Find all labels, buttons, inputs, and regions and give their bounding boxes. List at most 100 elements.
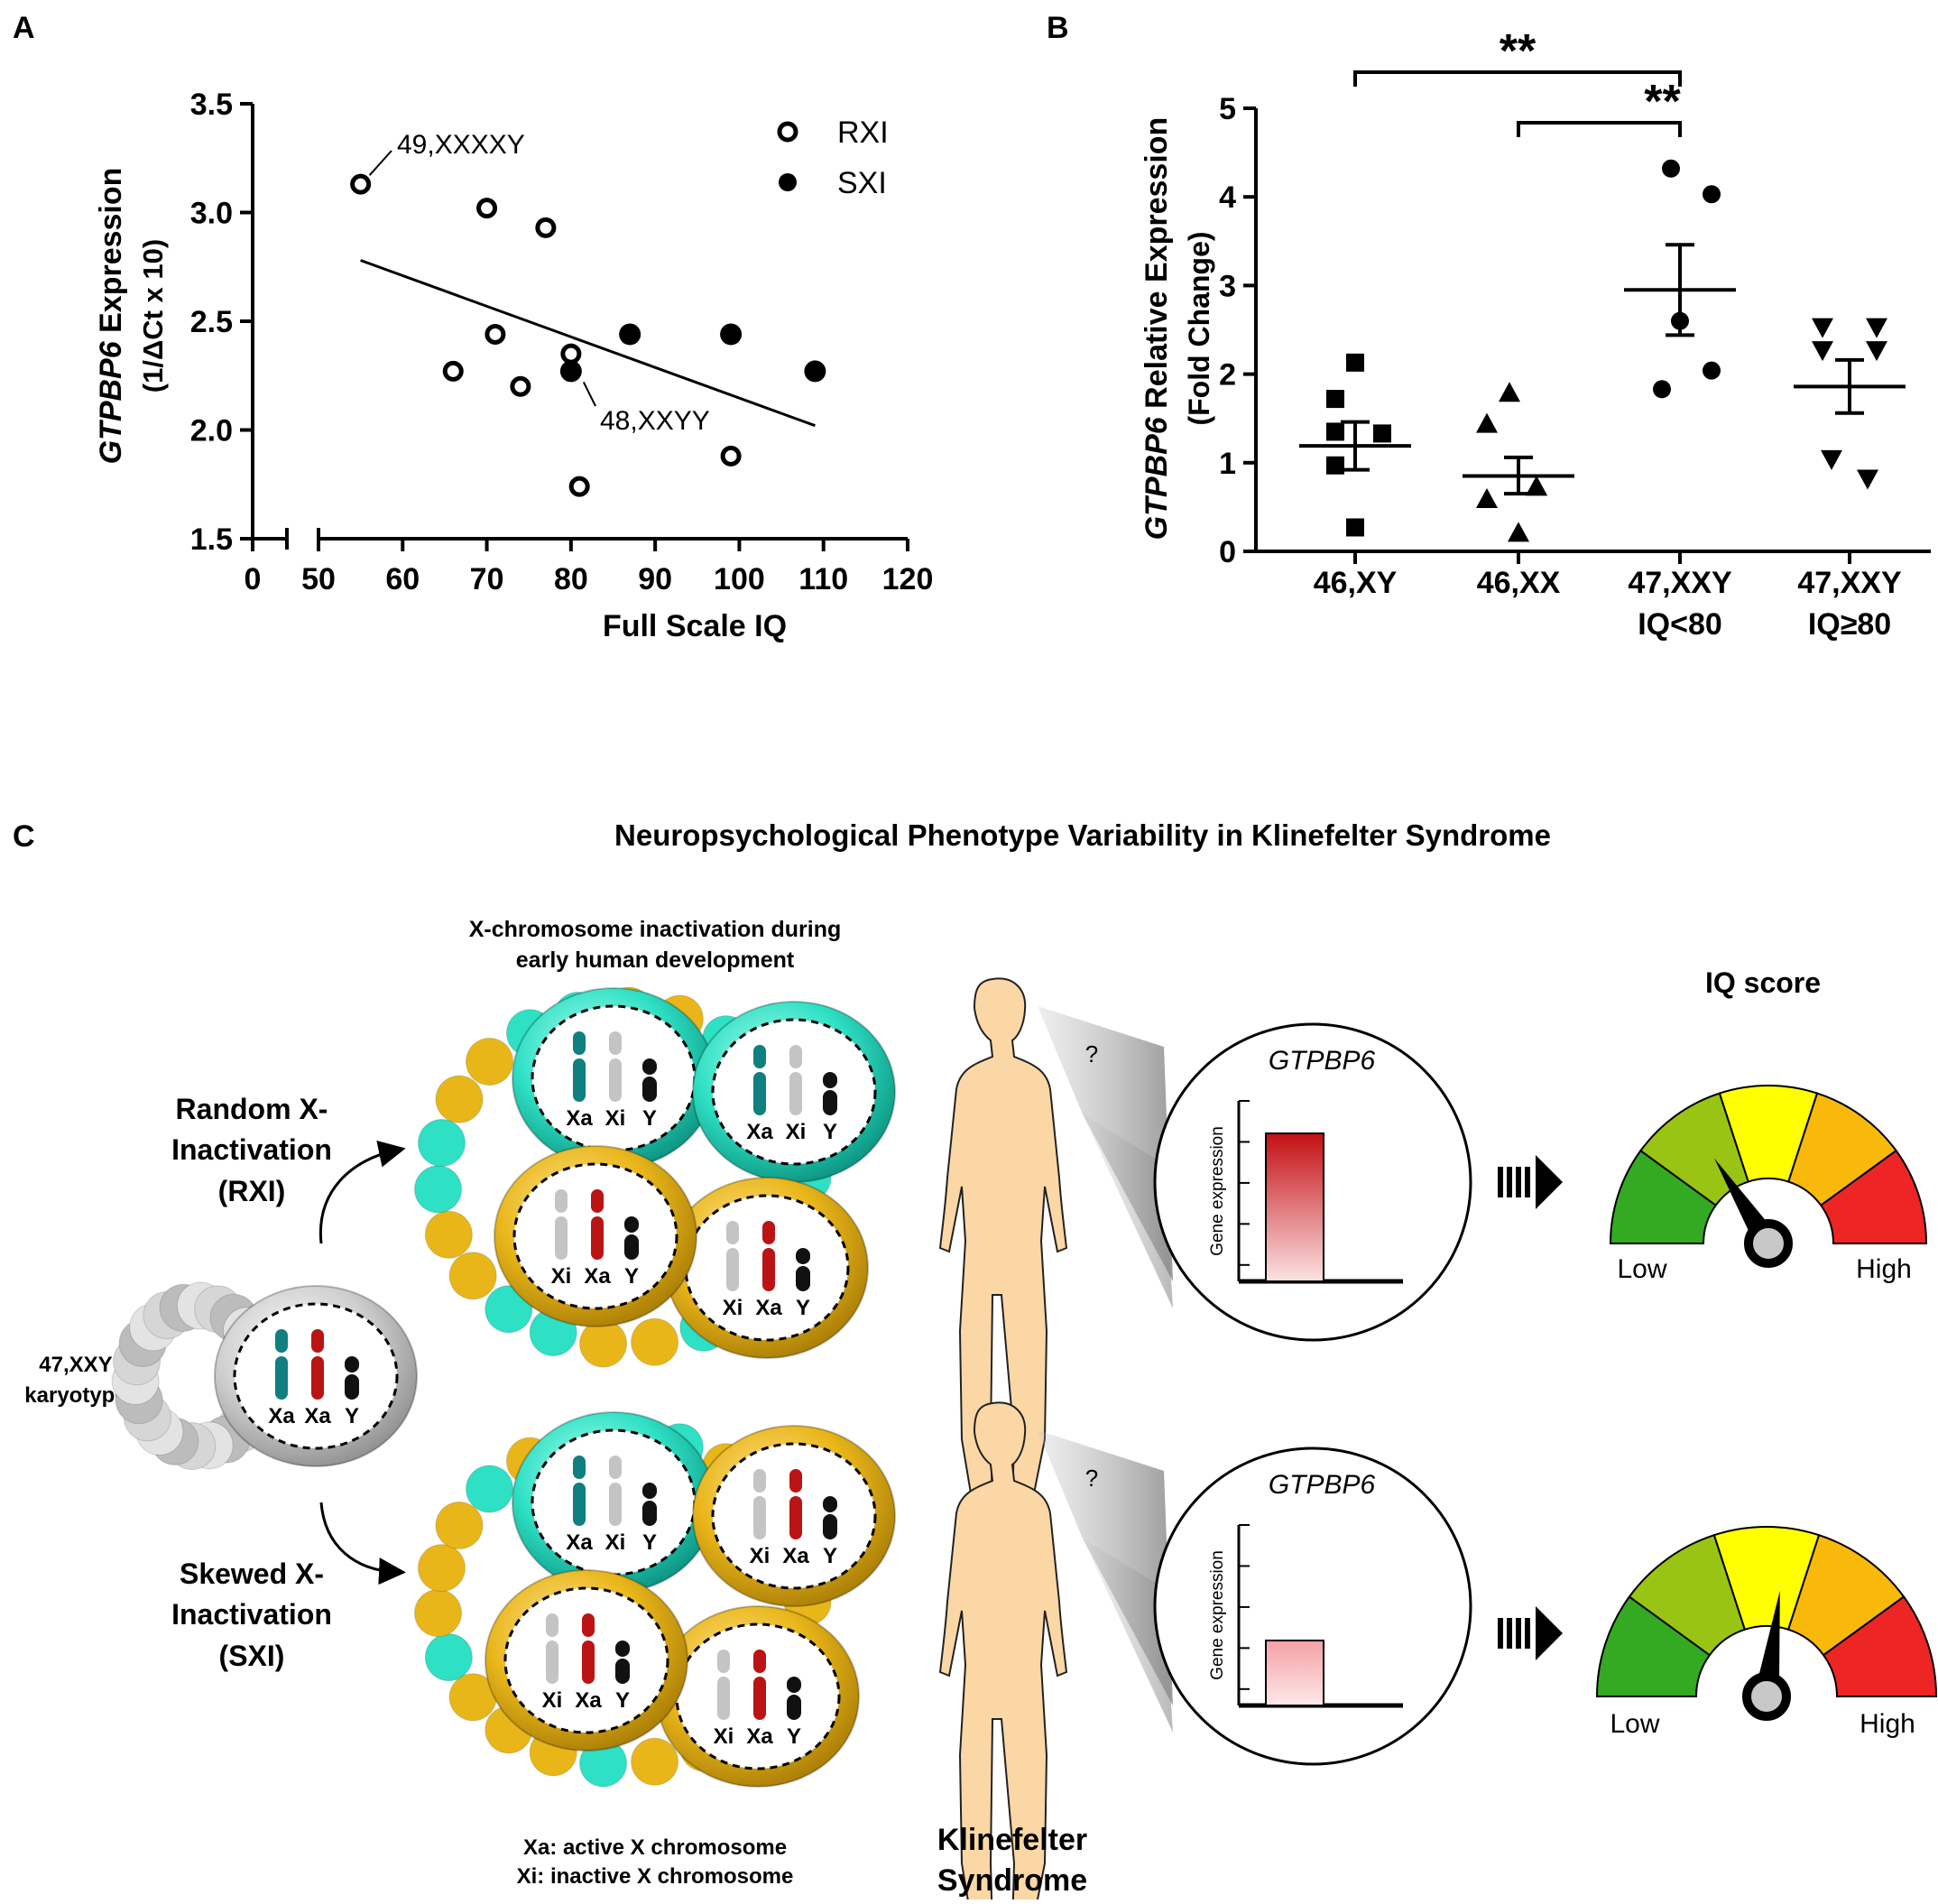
y-tick-label-b: 1 [1219, 447, 1236, 481]
y-tick-label-b: 0 [1219, 535, 1236, 569]
data-point-triangle [1476, 412, 1498, 433]
chromosome-y-upper [787, 1677, 801, 1693]
chromosome-y-upper [345, 1356, 359, 1373]
gauge-low-label: Low [1617, 1254, 1666, 1284]
annotation-leader-49xxxxy [368, 150, 392, 176]
rxi-cell-3: Xi Xa Y [665, 1177, 869, 1359]
human-body-silhouette [938, 977, 1068, 1507]
chromosome-label: Xi [605, 1530, 626, 1555]
embryo-bead [466, 1465, 514, 1513]
inset-circle [1153, 1446, 1472, 1766]
legend-marker-rxi [777, 121, 798, 143]
embryo-bead [579, 1319, 628, 1368]
chromosome-label: Xa [746, 1724, 773, 1749]
category-label: 46,XX [1477, 566, 1561, 600]
chromosome-y-lower [615, 1659, 630, 1684]
gauge-low-label: Low [1610, 1709, 1659, 1739]
chromosome-label: Xa [782, 1544, 809, 1568]
karyotype-label-line1: 47,XXY [39, 1353, 112, 1377]
chromosome-label: Y [615, 1688, 630, 1713]
y-tick-label-b: 5 [1219, 92, 1236, 126]
category-label: 47,XXY [1797, 566, 1902, 600]
data-point-inverted-triangle [1812, 341, 1833, 362]
embryo-bead [424, 1633, 473, 1682]
arrow-dash [1516, 1167, 1521, 1197]
significance-label: ** [1644, 76, 1681, 128]
x-axis-title-a: Full Scale IQ [603, 609, 787, 643]
significance-bracket [1517, 121, 1682, 137]
arrow-dash [1525, 1618, 1530, 1649]
annotation-49xxxxy: 49,XXXXY [397, 130, 525, 160]
projection-beam-lower [1083, 1114, 1173, 1308]
embryo-bead [466, 1037, 514, 1086]
data-point-sxi [619, 323, 641, 346]
x-tick-label-a: 100 [714, 562, 765, 596]
panel-label-c: C [13, 819, 35, 854]
data-point-rxi [442, 360, 464, 382]
y-tick-label-b: 3 [1219, 269, 1236, 303]
embryo-illustrations: Xa Xa Y Xa Xi Y Xa Xi Y Xi Xa Y Xi Xa Y Xa Xi Y Xi Xa Y Xi Xa Y… [111, 986, 896, 1788]
embryo-bead [413, 1589, 462, 1638]
iq-gauges: Low High Low High [1498, 1085, 1938, 1739]
chromosome-arm-lower [546, 1641, 558, 1684]
category-sublabel: IQ<80 [1638, 607, 1722, 642]
annotation-48xxyy: 48,XXYY [600, 406, 710, 436]
chromosome-arm-lower [609, 1058, 622, 1102]
embryo-bead [435, 1075, 484, 1123]
chromosome-label: Xi [714, 1724, 734, 1749]
chromosome-arm-upper [555, 1189, 568, 1213]
chromosome-arm-upper [311, 1329, 324, 1353]
data-point-rxi [720, 445, 742, 467]
y-axis-subtitle-b: (Fold Change) [1183, 231, 1215, 425]
human-figure-rxi [938, 977, 1068, 1507]
iq-score-title: IQ score [1705, 966, 1821, 999]
x-tick-label-a: 50 [301, 562, 336, 596]
chromosome-label: Xa [755, 1296, 782, 1320]
question-mark: ? [1085, 1465, 1098, 1492]
embryo-bead [417, 1544, 466, 1593]
panel-label-a: A [13, 11, 35, 45]
x-tick-label-a: 120 [882, 562, 934, 596]
y-tick-label-a: 2.5 [190, 305, 233, 339]
arrow-to-gauge-rxi [1498, 1155, 1563, 1209]
data-point-square [1346, 518, 1364, 537]
y-tick-label-a: 3.5 [190, 88, 233, 122]
rxi-cell-1: Xa Xi Y [512, 987, 715, 1169]
significance-label: ** [1500, 25, 1537, 78]
chromosome-label: Xi [723, 1296, 743, 1320]
y-axis-title-b-rest: Relative Expression [1140, 117, 1174, 418]
chromosome-arm-lower [275, 1356, 288, 1400]
chromosome-y-lower [642, 1077, 657, 1102]
category-label: 47,XXY [1628, 566, 1732, 600]
chromosome-arm-upper [726, 1221, 739, 1244]
y-tick-label-a: 2.0 [190, 414, 233, 448]
data-point-rxi [568, 476, 590, 497]
data-point-inverted-triangle [1866, 318, 1887, 338]
gauge-high-label: High [1860, 1709, 1915, 1739]
gauge-hub [1742, 1672, 1791, 1721]
chromosome-arm-upper [546, 1613, 558, 1637]
question-mark: ? [1085, 1040, 1098, 1068]
chromosome-y-lower [787, 1695, 801, 1720]
y-axis-title-a-rest: Expression [94, 168, 128, 342]
annotation-leader-48xxyy [582, 381, 596, 407]
chromosome-arm-lower [789, 1496, 802, 1539]
chromosome-y-lower [624, 1234, 639, 1260]
embryo-bead [448, 1252, 497, 1300]
arrow-dash [1507, 1167, 1512, 1197]
chromosome-label: Xi [542, 1688, 563, 1713]
y-tick-label-b: 4 [1219, 180, 1236, 215]
data-point-circle [1653, 380, 1671, 399]
arrow-head [1536, 1606, 1563, 1660]
chromosome-label: Y [624, 1264, 639, 1289]
chromosome-y-lower [823, 1090, 837, 1115]
data-point-rxi [560, 343, 582, 365]
gauge-hub [1744, 1219, 1793, 1268]
inactivation-title-line2: early human development [516, 947, 795, 973]
chromosome-y-upper [796, 1248, 810, 1264]
chromosome-y-upper [823, 1072, 837, 1088]
legend-label-rxi: RXI [837, 116, 889, 150]
data-point-square [1326, 422, 1344, 441]
data-point-rxi [350, 173, 372, 195]
data-point-square [1326, 456, 1344, 475]
